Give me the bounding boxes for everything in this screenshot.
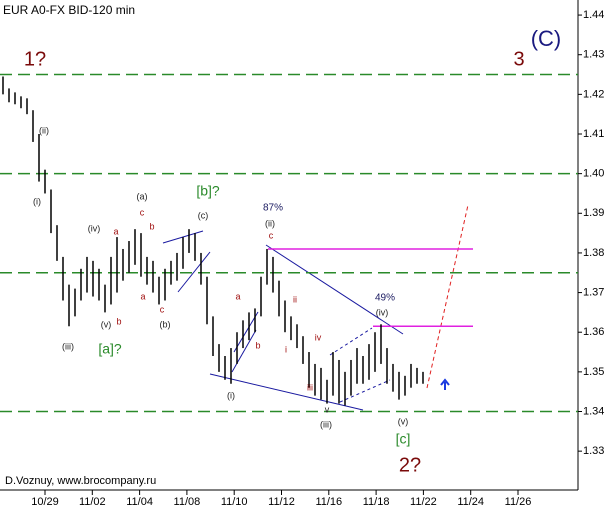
- y-tick-label: 1.42: [583, 88, 604, 100]
- annotation: iii: [307, 382, 313, 392]
- annotation: (i): [33, 196, 41, 206]
- annotation: c: [160, 304, 165, 314]
- x-tick-label: 11/12: [268, 496, 295, 508]
- annotation: a: [235, 291, 240, 301]
- x-tick-label: 11/04: [126, 496, 153, 508]
- y-tick-label: 1.35: [583, 366, 604, 378]
- y-tick-label: 1.43: [583, 49, 604, 61]
- x-tick-label: 11/26: [505, 496, 532, 508]
- annotation: 3: [513, 48, 524, 70]
- annotation: 1?: [24, 48, 46, 70]
- y-tick-label: 1.37: [583, 286, 604, 298]
- annotation: (c): [198, 210, 209, 220]
- annotation: 87%: [263, 203, 283, 214]
- annotation: 2?: [399, 454, 421, 476]
- trend-line: [162, 230, 204, 244]
- annotation: 49%: [375, 293, 395, 304]
- chart-title: EUR A0-FX BID-120 min: [3, 3, 135, 17]
- trend-line: [329, 327, 373, 356]
- trend-line: [233, 311, 259, 353]
- annotation: i: [285, 344, 287, 354]
- annotation: v: [325, 404, 330, 414]
- annotation: [b]?: [196, 183, 220, 199]
- annotation: b: [255, 340, 260, 350]
- x-tick-label: 11/24: [457, 496, 484, 508]
- annotation: (b): [160, 319, 171, 329]
- trend-line: [209, 373, 364, 411]
- annotation: (iv): [88, 223, 101, 233]
- annotation: (a): [137, 191, 148, 201]
- annotation: (iii): [62, 341, 74, 351]
- annotation: b: [149, 221, 154, 231]
- annotation: c: [140, 207, 145, 217]
- y-tick-label: 1.39: [583, 207, 604, 219]
- annotation: (v): [101, 319, 112, 329]
- arrow: [440, 378, 450, 390]
- annotation: [a]?: [98, 341, 122, 357]
- y-tick-label: 1.36: [583, 326, 604, 338]
- annotation: a: [140, 291, 145, 301]
- annotation: (C): [531, 26, 562, 51]
- x-tick-label: 10/29: [31, 496, 59, 508]
- projection: [426, 204, 469, 389]
- annotation: (v): [398, 416, 409, 426]
- x-tick-label: 11/16: [315, 496, 342, 508]
- y-tick-label: 1.41: [583, 128, 604, 140]
- annotation: b: [116, 316, 121, 326]
- y-tick-label: 1.38: [583, 247, 604, 259]
- annotation: (ii): [39, 125, 49, 135]
- x-tick-label: 11/10: [221, 496, 248, 508]
- trend-line: [231, 329, 257, 373]
- trend-line: [265, 244, 404, 335]
- annotation: (i): [227, 390, 235, 400]
- x-tick-label: 11/22: [410, 496, 437, 508]
- trend-line: [177, 251, 211, 293]
- annotation: ii: [293, 294, 297, 304]
- x-tick-label: 11/18: [363, 496, 390, 508]
- annotation: [c]: [396, 431, 411, 447]
- annotation: (ii): [265, 218, 275, 228]
- x-tick-label: 11/08: [174, 496, 201, 508]
- annotation: (iv): [376, 307, 389, 317]
- y-tick-label: 1.33: [583, 445, 604, 457]
- annotation: (iii): [320, 419, 332, 429]
- annotation: iv: [315, 332, 322, 342]
- footer: D.Voznuy, www.brocompany.ru: [5, 475, 156, 487]
- y-tick-label: 1.40: [583, 168, 604, 180]
- y-tick-label: 1.34: [583, 405, 604, 417]
- annotation: c: [269, 230, 274, 240]
- annotation: a: [113, 226, 118, 236]
- x-tick-label: 11/02: [79, 496, 106, 508]
- y-tick-label: 1.44: [583, 9, 604, 21]
